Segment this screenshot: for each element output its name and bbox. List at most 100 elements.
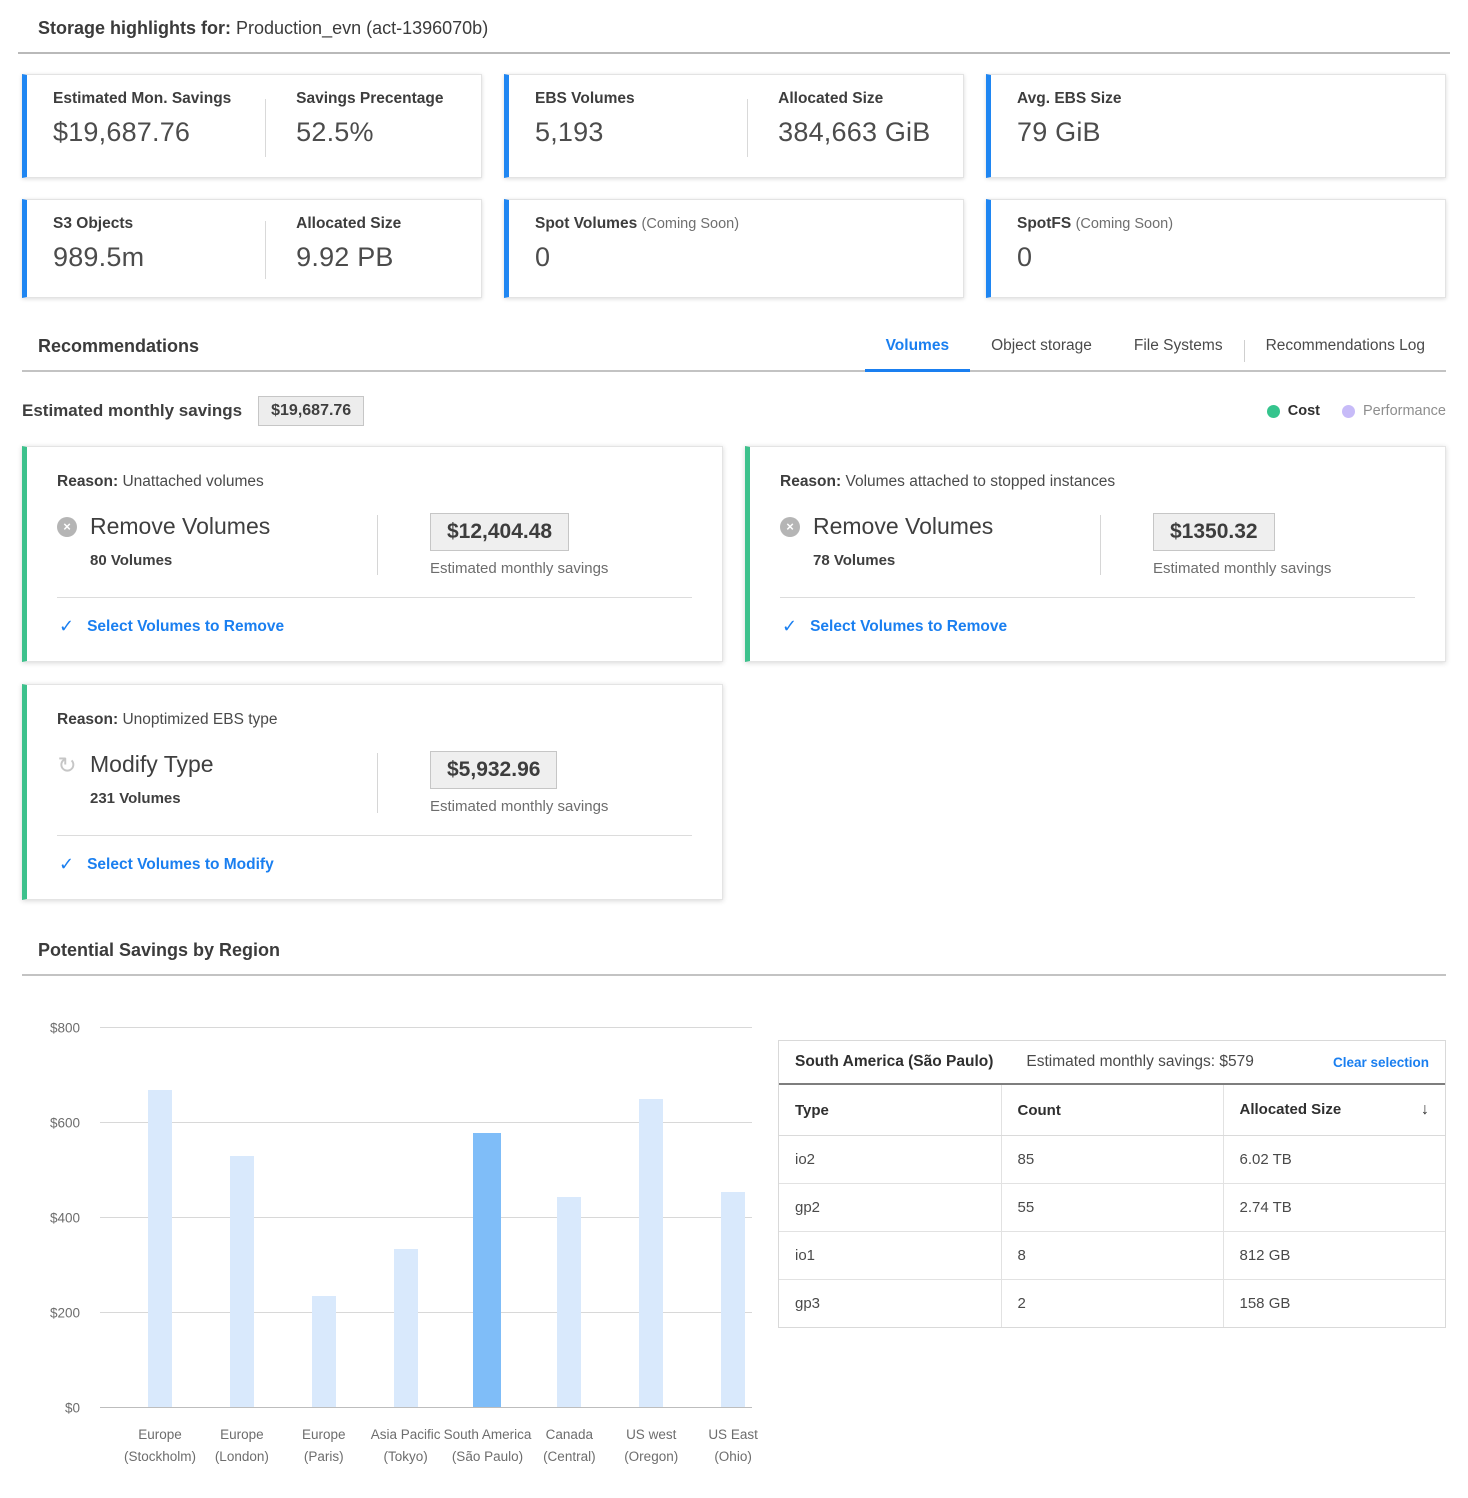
table-cell: 158 GB: [1222, 1279, 1445, 1327]
chart-bar-Europe (London)[interactable]: [229, 1156, 254, 1408]
chart-bar-South America (São Paulo)[interactable]: [473, 1132, 502, 1408]
savings-label: Estimated monthly savings: [22, 401, 243, 420]
table-row[interactable]: io2 85 6.02 TB: [779, 1135, 1445, 1184]
x-axis-label: Asia Pacific (Tokyo): [370, 1427, 441, 1464]
action-title: Remove Volumes: [813, 513, 994, 539]
recommendations-heading: Recommendations: [38, 336, 200, 356]
tab-volumes[interactable]: Volumes: [864, 337, 971, 372]
check-icon: ✓: [59, 854, 75, 874]
check-icon: ✓: [782, 616, 798, 636]
column-type[interactable]: Type: [779, 1085, 1001, 1136]
table-cell: gp2: [779, 1183, 1001, 1232]
stat-value: 79 GiB: [1017, 117, 1101, 147]
chart-bar-US East (Ohio)[interactable]: [721, 1191, 746, 1408]
gridline: [100, 1122, 752, 1123]
volume-count: 78 Volumes: [813, 552, 896, 569]
gridline: [100, 1312, 752, 1313]
sort-arrow-down-icon[interactable]: ↓: [1421, 1101, 1429, 1118]
vertical-divider: [1100, 515, 1101, 575]
x-axis-label: Europe (Paris): [301, 1427, 346, 1464]
x-axis-label: US west (Oregon): [624, 1427, 679, 1464]
cost-dot-icon: [1266, 404, 1280, 418]
chart-section-header: Potential Savings by Region: [22, 940, 1446, 976]
savings-caption: Estimated monthly savings: [430, 798, 609, 815]
stat-label: Savings Precentage: [296, 90, 444, 107]
stat-value: $19,687.76: [53, 117, 191, 147]
chart-bar-US west (Oregon)[interactable]: [639, 1099, 664, 1408]
tab-file-systems[interactable]: File Systems: [1133, 337, 1223, 354]
savings-value-box: $5,932.96: [430, 751, 558, 789]
stat-label: Allocated Size: [296, 215, 402, 232]
stat-card-monthly-savings: Estimated Mon. Savings $19,687.76 Saving…: [22, 74, 482, 178]
stat-value: 52.5%: [296, 117, 374, 147]
table-header-row: Type Count Allocated Size ↓: [779, 1085, 1445, 1136]
page-title-label: Storage highlights for:: [38, 18, 231, 38]
table-cell: 8: [1000, 1231, 1223, 1280]
stat-value: 9.92 PB: [296, 242, 394, 272]
x-axis-label: Canada (Central): [543, 1427, 596, 1464]
card-divider: [780, 597, 1415, 598]
vertical-divider: [377, 515, 378, 575]
tab-recommendations-log[interactable]: Recommendations Log: [1265, 337, 1425, 354]
stat-label: EBS Volumes: [535, 90, 635, 107]
action-title: Remove Volumes: [90, 513, 271, 539]
recommendation-cards: Reason: Unattached volumes × Remove Volu…: [22, 446, 1446, 900]
table-cell: 55: [1000, 1183, 1223, 1232]
y-axis-tick: $0: [64, 1400, 80, 1416]
table-row[interactable]: gp2 55 2.74 TB: [779, 1183, 1445, 1232]
recommendations-tabs: Volumes Object storage File Systems Reco…: [864, 337, 1446, 372]
legend-performance: Performance: [1341, 403, 1446, 419]
action-title: Modify Type: [90, 751, 214, 777]
column-count[interactable]: Count: [1000, 1085, 1223, 1136]
reason-line: Reason: Volumes attached to stopped inst…: [780, 473, 1116, 490]
table-row[interactable]: gp3 2 158 GB: [779, 1279, 1445, 1327]
x-axis-label: South America (São Paulo): [443, 1427, 532, 1464]
clear-selection-link[interactable]: Clear selection: [1332, 1054, 1429, 1070]
volume-count: 231 Volumes: [90, 790, 181, 807]
x-axis-label: Europe (Stockholm): [123, 1427, 196, 1464]
y-axis-tick: $200: [49, 1305, 80, 1321]
stat-value: 0: [1017, 242, 1033, 272]
gridline: [100, 1217, 752, 1218]
select-volumes-to-remove-link[interactable]: ✓ Select Volumes to Remove: [59, 616, 285, 636]
select-volumes-to-remove-link[interactable]: ✓ Select Volumes to Remove: [782, 616, 1008, 636]
chart-bar-Asia Pacific (Tokyo)[interactable]: [393, 1248, 418, 1408]
column-allocated-size[interactable]: Allocated Size ↓: [1222, 1085, 1445, 1136]
chart-bar-Canada (Central)[interactable]: [557, 1196, 582, 1408]
account-name: Production_evn (act-1396070b): [236, 18, 489, 38]
stat-value: 5,193: [535, 117, 604, 147]
title-divider: [18, 52, 1450, 54]
tab-object-storage[interactable]: Object storage: [991, 337, 1092, 354]
stat-card-s3-objects: S3 Objects 989.5m Allocated Size 9.92 PB: [22, 199, 482, 298]
highlight-cards: Estimated Mon. Savings $19,687.76 Saving…: [22, 74, 1446, 298]
stat-label: Allocated Size: [778, 90, 884, 107]
refresh-icon: ↻: [57, 751, 77, 778]
chart-legend: Cost Performance: [1266, 403, 1446, 419]
storage-dashboard: Storage highlights for: Production_evn (…: [18, 0, 1450, 1464]
rec-card-unoptimized-type: Reason: Unoptimized EBS type ↻ Modify Ty…: [22, 684, 723, 900]
savings-caption: Estimated monthly savings: [430, 560, 609, 577]
region-table-body: io2 85 6.02 TB gp2 55 2.74 TB io1 8 812 GB gp3 2 15…: [779, 1135, 1445, 1327]
vertical-divider: [377, 753, 378, 813]
table-cell: io2: [795, 1151, 816, 1168]
check-icon: ✓: [59, 616, 75, 636]
rec-card-stopped-instances: Reason: Volumes attached to stopped inst…: [745, 446, 1446, 662]
region-detail-panel: South America (São Paulo) Estimated mont…: [778, 1040, 1446, 1328]
table-cell: 6.02 TB: [1222, 1135, 1445, 1184]
savings-value-box: $1350.32: [1153, 513, 1275, 551]
select-volumes-to-modify-link[interactable]: ✓ Select Volumes to Modify: [59, 854, 274, 874]
table-row[interactable]: io1 8 812 GB: [779, 1231, 1445, 1280]
page-title: Storage highlights for: Production_evn (…: [22, 0, 1446, 52]
stat-card-spot-volumes: Spot Volumes (Coming Soon) 0: [504, 199, 964, 298]
savings-summary-row: Estimated monthly savings $19,687.76 Cos…: [22, 396, 1446, 426]
legend-cost: Cost: [1266, 403, 1320, 419]
chart-bar-Europe (Stockholm)[interactable]: [147, 1089, 172, 1408]
stat-value: 384,663 GiB: [778, 117, 931, 147]
remove-circle-icon: ×: [57, 516, 77, 537]
rec-card-unattached: Reason: Unattached volumes × Remove Volu…: [22, 446, 723, 662]
savings-value-box: $12,404.48: [430, 513, 570, 551]
stat-divider: [265, 221, 267, 279]
chart-bar-Europe (Paris)[interactable]: [311, 1296, 336, 1408]
recommendations-header: Recommendations Volumes Object storage F…: [22, 336, 1446, 372]
remove-circle-icon: ×: [780, 516, 800, 537]
